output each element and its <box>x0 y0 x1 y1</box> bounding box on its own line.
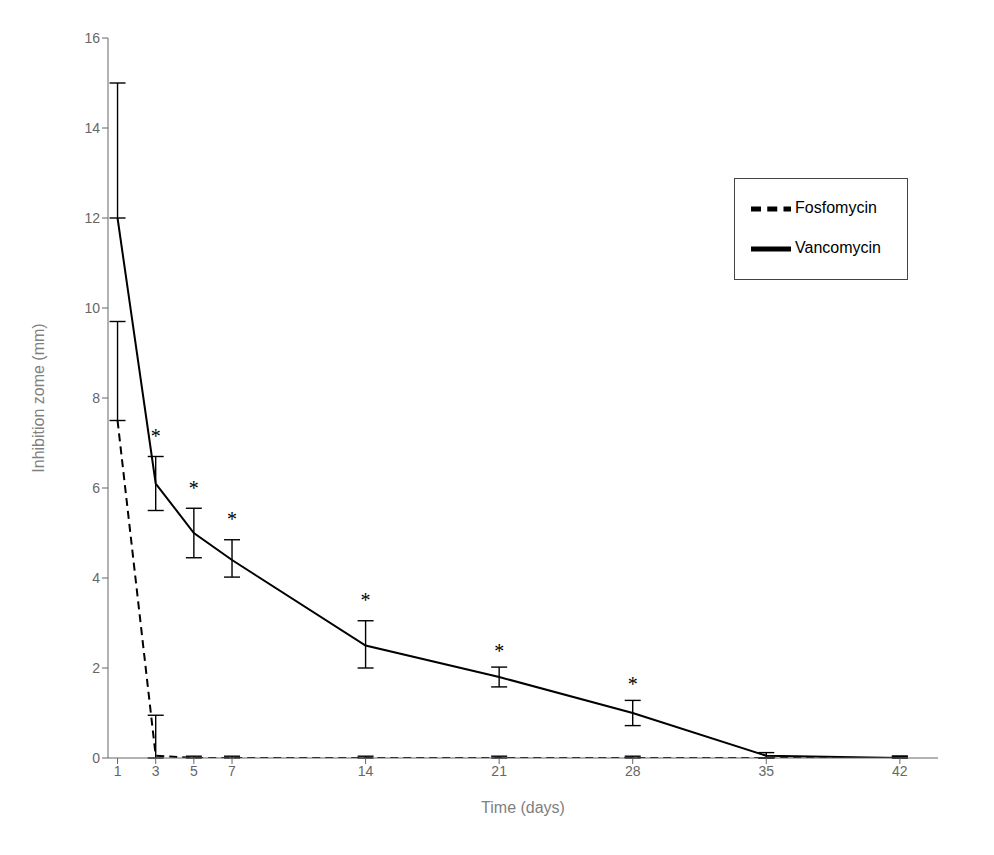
svg-text:1: 1 <box>114 763 122 779</box>
svg-text:3: 3 <box>152 763 160 779</box>
svg-text:21: 21 <box>491 763 507 779</box>
svg-text:0: 0 <box>92 750 100 766</box>
svg-text:8: 8 <box>92 390 100 406</box>
svg-text:*: * <box>189 477 199 499</box>
svg-text:16: 16 <box>84 30 100 46</box>
svg-text:7: 7 <box>228 763 236 779</box>
html-text:Vancomycin: Vancomycin <box>795 239 881 257</box>
svg-text:4: 4 <box>92 570 100 586</box>
svg-text:*: * <box>361 589 371 611</box>
svg-text:*: * <box>151 425 161 447</box>
svg-text:Inhibition zome (mm): Inhibition zome (mm) <box>30 323 47 472</box>
svg-text:14: 14 <box>84 120 100 136</box>
svg-text:2: 2 <box>92 660 100 676</box>
svg-text:28: 28 <box>625 763 641 779</box>
svg-text:*: * <box>494 640 504 662</box>
svg-text:5: 5 <box>190 763 198 779</box>
svg-text:*: * <box>628 673 638 695</box>
svg-text:42: 42 <box>892 763 908 779</box>
svg-text:Time (days): Time (days) <box>481 799 565 816</box>
svg-text:*: * <box>227 508 237 530</box>
svg-text:35: 35 <box>758 763 774 779</box>
svg-text:12: 12 <box>84 210 100 226</box>
svg-text:14: 14 <box>358 763 374 779</box>
svg-text:10: 10 <box>84 300 100 316</box>
html-text:Fosfomycin: Fosfomycin <box>795 199 877 217</box>
svg-text:6: 6 <box>92 480 100 496</box>
